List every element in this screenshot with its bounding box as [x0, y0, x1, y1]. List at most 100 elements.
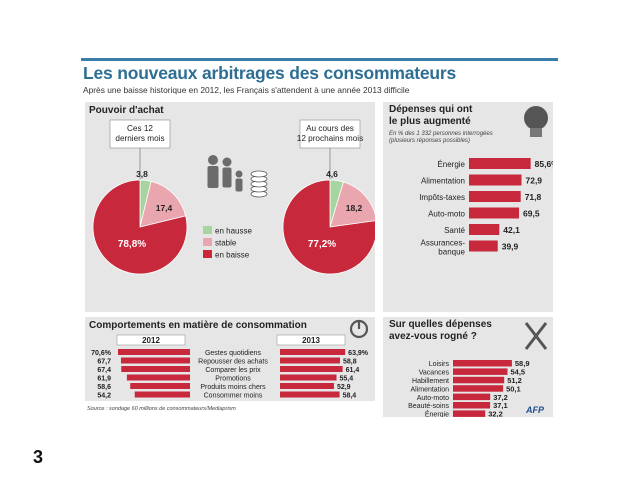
bar-category-label: Assurances- [421, 239, 466, 248]
bar-2012-label: 67,7 [97, 359, 111, 366]
bar-category-label: Impôts-taxes [419, 193, 465, 202]
rogne-chart: 58,9 Loisirs 54,5 Vacances 51,2 Habillement 50… [408, 322, 548, 417]
power-icon [349, 319, 369, 339]
fork-knife-icon [524, 322, 548, 350]
bar-depenses [469, 207, 520, 219]
legend-swatch-0 [203, 226, 212, 234]
bar-depenses [469, 240, 498, 252]
depenses-note-line1: En % des 1 332 personnes interrogées [389, 131, 493, 137]
bar-rogne-value: 50,1 [506, 384, 521, 393]
page-subtitle: Après une baisse historique en 2012, les… [83, 85, 410, 95]
bar-rogne-category: Alimentation [410, 386, 449, 393]
lightbulb-icon [524, 106, 548, 137]
bar-value-label: 71,8 [525, 192, 542, 202]
comportement-category-label: Gestes quotidiens [205, 350, 262, 357]
coin [250, 170, 268, 178]
bar-value-label: 69,5 [523, 209, 540, 219]
rogne-title-line2: avez-vous rogné ? [389, 331, 477, 342]
bar-depenses [469, 224, 500, 235]
bar-2012-label: 70,6% [91, 350, 112, 357]
bar-rogne-category: Loisirs [429, 361, 450, 368]
page-title: Les nouveaux arbitrages des consommateur… [83, 63, 457, 83]
pie-label-hausse: 3,8 [136, 169, 148, 179]
bulb-glass [524, 106, 548, 130]
bar-value-label: 39,9 [502, 242, 519, 252]
bar-2013 [280, 366, 343, 372]
bar-rogne [453, 385, 504, 392]
year-label-2012: 2012 [142, 336, 160, 345]
family-icon [207, 155, 243, 192]
pie-label-baisse: 77,2% [308, 239, 336, 250]
bar-2012-label: 54,2 [97, 393, 111, 400]
family-head [222, 157, 232, 167]
bar-rogne [453, 402, 491, 409]
legend-label: en baisse [215, 251, 250, 260]
bar-rogne-value: 54,5 [511, 368, 526, 377]
family-body [222, 167, 232, 188]
bar-2012-label: 61,9 [97, 376, 111, 383]
bar-rogne [453, 376, 505, 384]
comportement-category-label: Consommer moins [204, 393, 263, 400]
bar-category-label: Alimentation [421, 177, 465, 186]
depenses-chart: 85,6% Énergie 72,9 Alimentation 71,8 Impôts-t… [419, 106, 553, 257]
bar-rogne-category: Auto-moto [417, 395, 449, 402]
legend-swatch-1 [203, 238, 212, 246]
source-note: Source : sondage 60 millions de consomma… [87, 406, 236, 412]
pie-label-stable: 18,2 [346, 203, 363, 213]
pie-slice-stable [329, 181, 375, 228]
bar-rogne-category: Énergie [425, 410, 449, 417]
bar-2013 [280, 357, 340, 364]
bar-rogne-value: 37,1 [493, 401, 508, 410]
pie-caption-line: Au cours des [306, 124, 354, 133]
pie-caption-line: 12 prochains mois [297, 134, 363, 143]
comportements-title: Comportements en matière de consommation [89, 320, 307, 331]
bar-depenses [469, 191, 521, 202]
bar-value-label: 42,1 [503, 225, 520, 235]
pie-label-stable: 17,4 [156, 203, 173, 213]
bar-2012-label: 67,4 [97, 367, 111, 374]
bar-2013 [280, 383, 334, 389]
bar-rogne-value: 32,2 [488, 410, 503, 417]
depenses-title-line1: Dépenses qui ont [389, 104, 473, 115]
pie-caption-line: derniers mois [115, 134, 164, 143]
pie-label-hausse: 4,6 [326, 169, 338, 179]
bar-depenses [469, 158, 531, 169]
comportement-category-label: Repousser des achats [198, 359, 268, 366]
family-body [207, 166, 219, 188]
infographic: Les nouveaux arbitrages des consommateur… [81, 58, 558, 420]
bar-2012 [120, 357, 190, 364]
depenses-panel: Dépenses qui ont le plus augmenté En % d… [383, 102, 553, 312]
pie-slice-baisse [282, 179, 375, 275]
year-box-2013 [276, 334, 346, 346]
bar-2013-label: 63,9% [348, 350, 369, 357]
pouvoir-panel: Pouvoir d'achat Ces 12 derniers mois 3,8 17… [85, 102, 375, 312]
depenses-note-line2: (plusieurs réponses possibles) [389, 138, 471, 144]
bar-2012-label: 58,6 [97, 384, 111, 391]
comportements-chart: 2012 2013 70,6% Gestes quotidiens 63,9% 67,7 R… [91, 319, 369, 400]
bar-2013-label: 61,4 [346, 367, 360, 374]
pie-slice-baisse [92, 179, 188, 275]
bar-value-label: 72,9 [525, 176, 542, 186]
comportement-category-label: Promotions [215, 376, 251, 383]
comportement-category-label: Comparer les prix [205, 367, 261, 374]
pouvoir-title: Pouvoir d'achat [89, 105, 164, 116]
comportement-category-label: Produits moins chers [200, 384, 266, 391]
fork [524, 322, 548, 350]
bar-2013-label: 55,4 [340, 376, 354, 383]
legend-label: en hausse [215, 227, 252, 236]
top-rule [81, 58, 558, 61]
bar-2013-label: 52,9 [337, 384, 351, 391]
year-box-2012 [116, 334, 186, 346]
bar-rogne [453, 410, 486, 417]
pie-slice-stable [139, 180, 187, 228]
pie-label-baisse: 78,8% [118, 239, 146, 250]
bar-value-label: 85,6% [535, 159, 553, 169]
bar-rogne [453, 393, 491, 401]
bar-rogne-category: Beauté-soins [408, 403, 449, 410]
family-body [235, 178, 243, 192]
bar-rogne [453, 368, 508, 375]
bar-2013-label: 58,8 [343, 359, 357, 366]
bulb-base [530, 128, 542, 137]
pie-caption-line: Ces 12 [127, 124, 153, 133]
